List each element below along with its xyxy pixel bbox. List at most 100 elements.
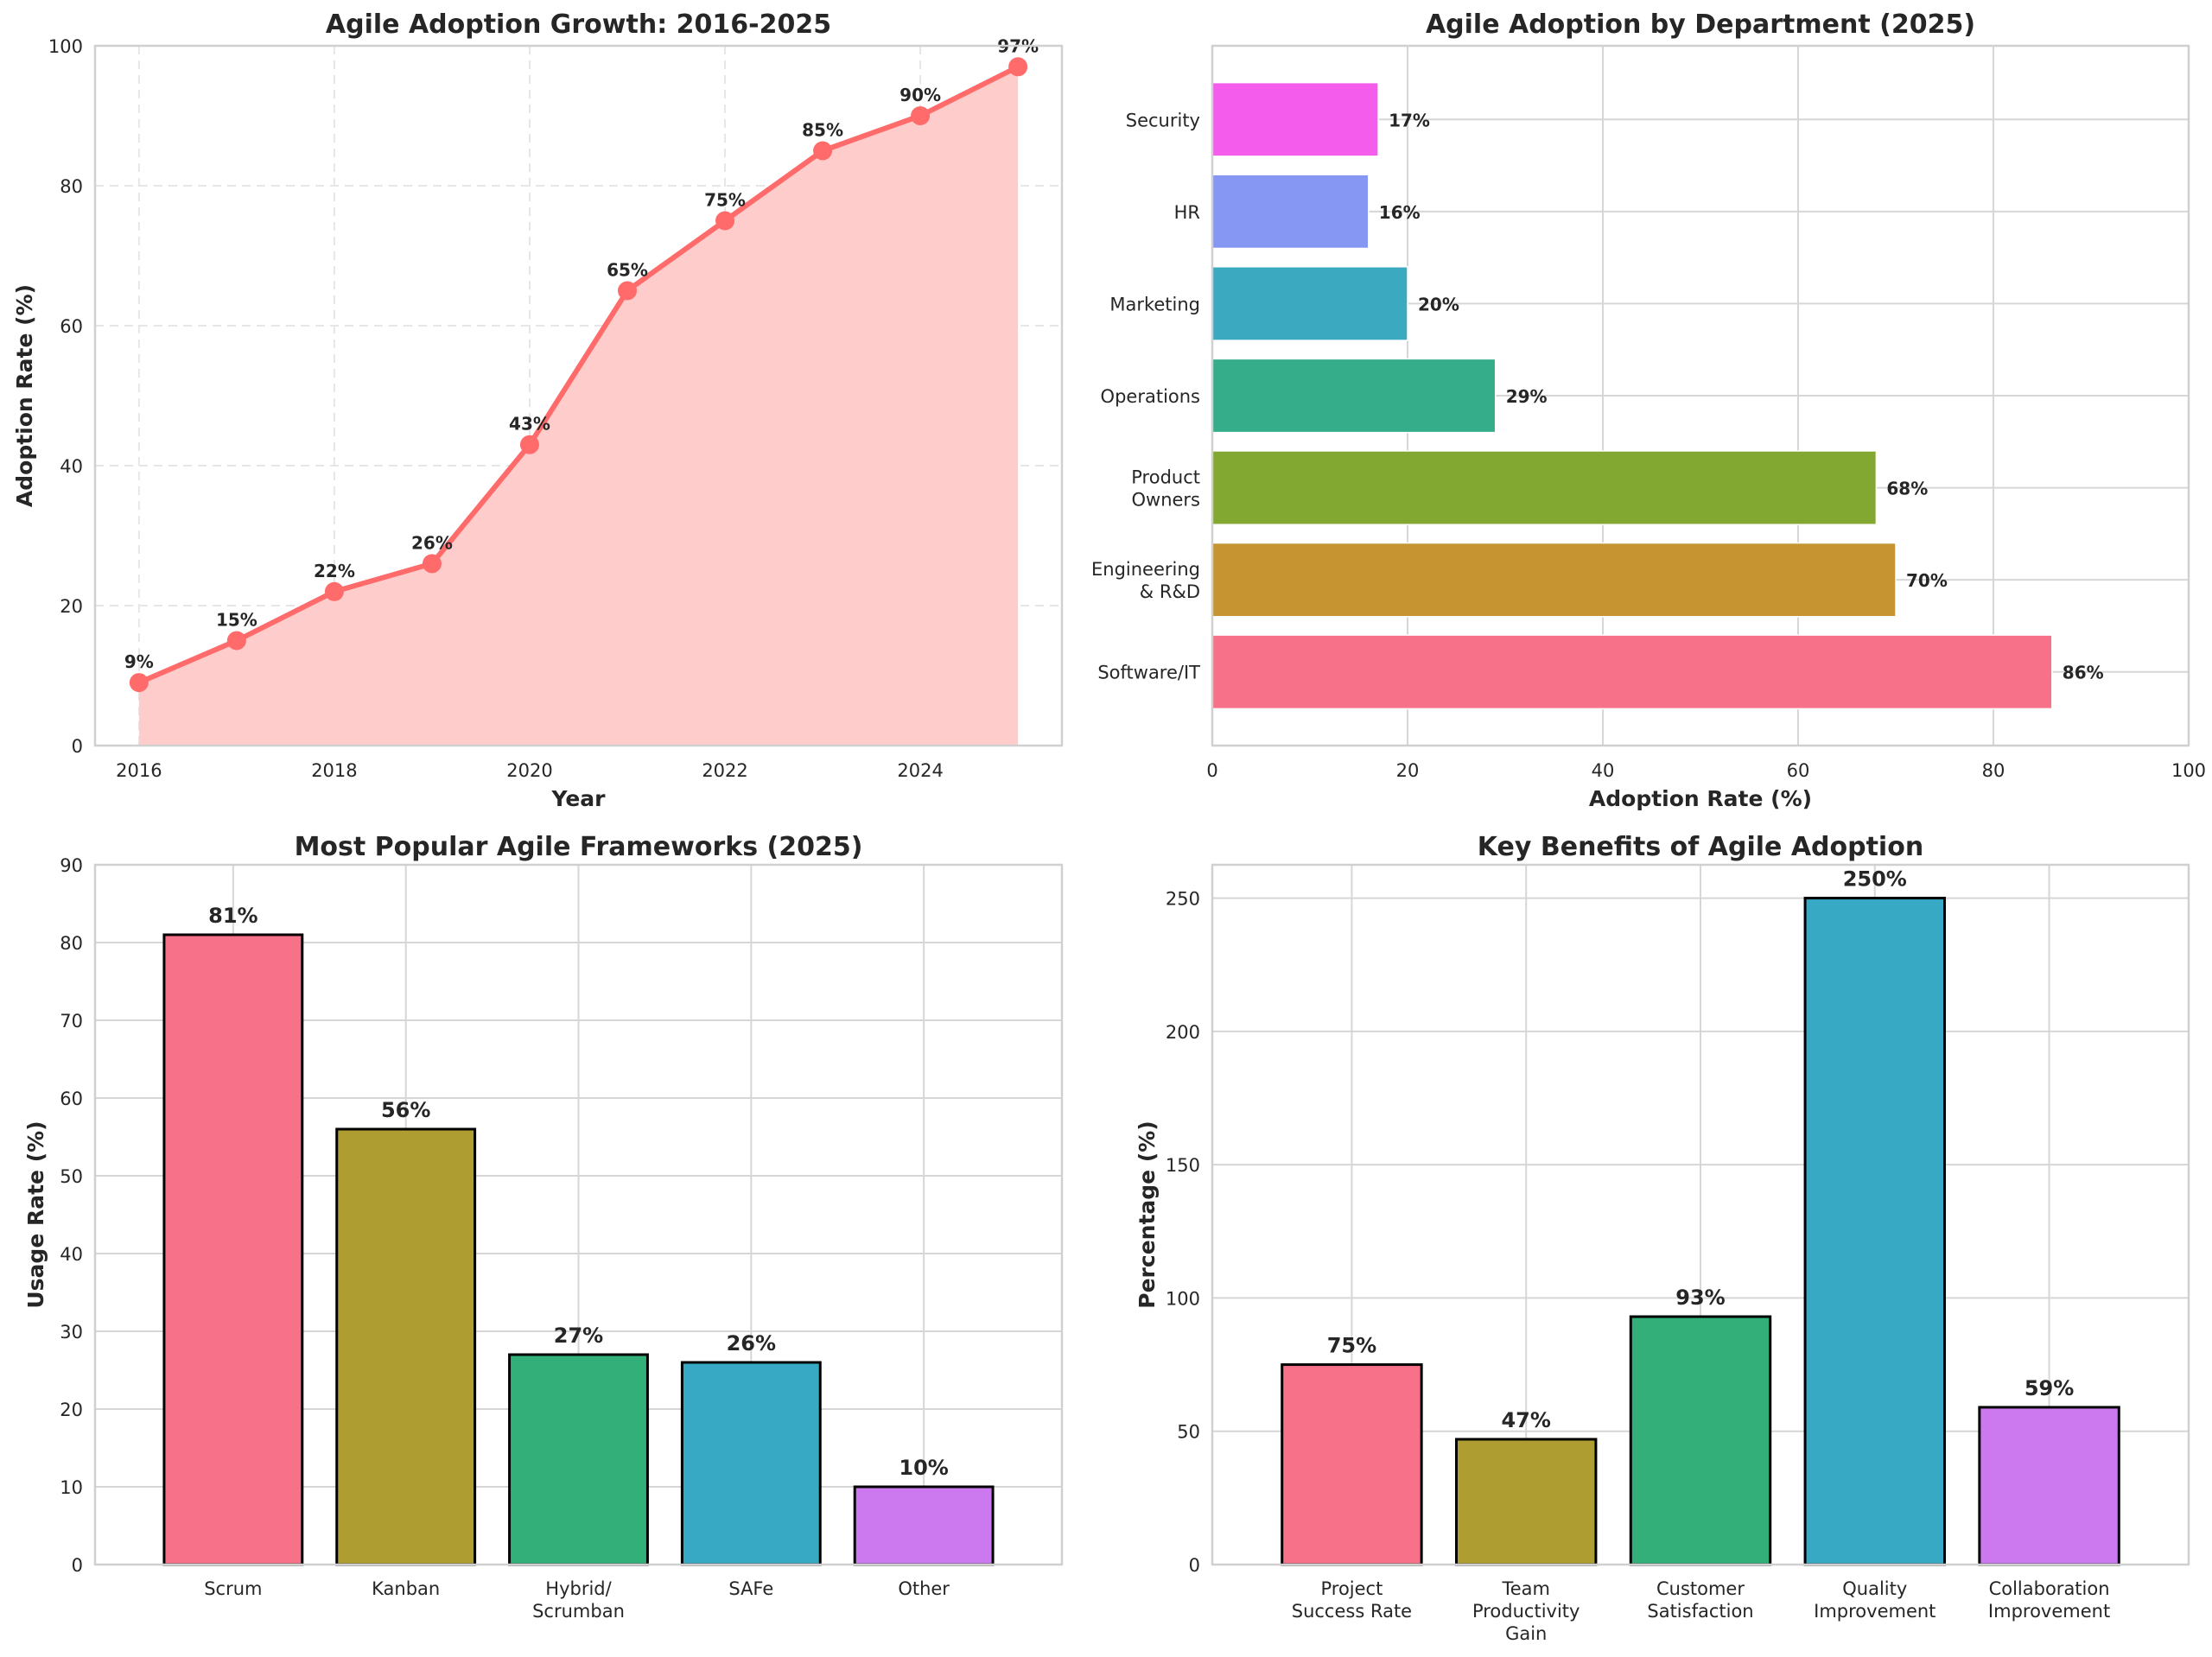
growth-x-tick-label: 2020 xyxy=(506,760,552,781)
growth-area-fill xyxy=(138,67,1019,746)
growth-point xyxy=(715,211,735,231)
growth-y-tick-label: 80 xyxy=(60,176,83,197)
frameworks-bar xyxy=(335,1127,477,1566)
department-axes-frame xyxy=(1211,44,2190,747)
growth-data-label: 90% xyxy=(899,85,941,105)
growth-marks: 9%15%22%26%43%65%75%85%90%97% xyxy=(124,35,1039,746)
benefits-y-tick-label: 250 xyxy=(1166,889,1200,910)
frameworks-data-label: 27% xyxy=(554,1324,603,1348)
frameworks-x-tick-label: SAFe xyxy=(728,1578,773,1599)
frameworks-data-label: 26% xyxy=(727,1331,776,1355)
frameworks-bar xyxy=(162,933,304,1566)
growth-data-label: 26% xyxy=(411,532,453,553)
department-bar xyxy=(1211,450,1878,525)
department-x-tick-label: 80 xyxy=(1982,760,2005,781)
growth-x-tick-label: 2016 xyxy=(116,760,162,781)
growth-tick-labels: 2016 2018 2020 2022 2024 0 20 40 60 80 100 xyxy=(48,36,944,781)
frameworks-chart-title: Most Popular Agile Frameworks (2025) xyxy=(295,832,863,862)
benefits-marks: 75% 47% 93% 250% 59% xyxy=(1281,867,2120,1566)
growth-y-tick-label: 0 xyxy=(72,736,83,757)
growth-point xyxy=(422,554,442,574)
benefits-data-label: 47% xyxy=(1501,1408,1550,1432)
growth-y-tick-label: 40 xyxy=(60,456,83,477)
department-bar xyxy=(1211,634,2053,710)
department-data-label: 86% xyxy=(2063,663,2104,683)
frameworks-bar xyxy=(508,1353,649,1566)
department-x-tick-label: 100 xyxy=(2171,760,2206,781)
frameworks-y-tick-label: 50 xyxy=(60,1166,83,1187)
growth-data-label: 65% xyxy=(607,260,648,281)
benefits-data-label: 59% xyxy=(2024,1376,2074,1400)
frameworks-x-tick-label: Hybrid/Scrumban xyxy=(532,1578,625,1622)
benefits-data-label: 250% xyxy=(1843,867,1907,892)
benefits-x-tick-label: Quality Improvement xyxy=(1814,1578,1936,1622)
growth-data-label: 85% xyxy=(802,120,843,141)
department-data-label: 70% xyxy=(1906,570,1948,591)
department-data-label: 17% xyxy=(1389,110,1430,130)
growth-point xyxy=(226,631,246,651)
growth-point xyxy=(324,581,344,601)
benefits-x-tick-label: Project Success Rate xyxy=(1292,1578,1412,1622)
department-marks: 86% 70% 68% 29% 20% 16% 17% xyxy=(1211,81,2104,710)
frameworks-marks: 81% 56% 27% 26% 10% xyxy=(162,904,995,1566)
department-chart-panel: Agile Adoption by Department (2025) 86% 7… xyxy=(1091,10,2206,811)
benefits-bar xyxy=(1455,1438,1598,1566)
department-data-label: 20% xyxy=(1418,294,1459,314)
benefits-y-tick-label: 150 xyxy=(1166,1155,1200,1176)
department-bar xyxy=(1211,358,1497,434)
growth-axes-frame xyxy=(93,44,1064,747)
department-bar xyxy=(1211,542,1897,618)
benefits-x-tick-label: Customer Satisfaction xyxy=(1647,1578,1753,1622)
growth-x-tick-label: 2022 xyxy=(702,760,747,781)
growth-point xyxy=(911,106,931,125)
frameworks-y-tick-label: 90 xyxy=(60,855,83,876)
frameworks-x-tick-label: Other xyxy=(898,1578,950,1599)
frameworks-bar xyxy=(680,1361,822,1566)
benefits-tick-labels: 0 50 100 150 200 250 Project Success Rate Team Pr… xyxy=(1166,889,2110,1644)
benefits-chart-panel: Key Benefits of Agile Adoption 75% 47% 93%… xyxy=(1135,832,2190,1644)
department-x-tick-label: 0 xyxy=(1206,760,1217,781)
growth-y-tick-label: 60 xyxy=(60,316,83,337)
growth-point xyxy=(813,141,833,161)
benefits-y-tick-label: 0 xyxy=(1189,1555,1200,1576)
frameworks-x-tick-label: Kanban xyxy=(372,1578,440,1599)
benefits-y-tick-label: 100 xyxy=(1166,1288,1200,1309)
department-bar xyxy=(1211,174,1370,250)
department-y-tick-label: Marketing xyxy=(1109,294,1200,314)
department-y-tick-label: Software/IT xyxy=(1097,663,1200,683)
growth-point xyxy=(1008,57,1028,77)
growth-chart-panel: Agile Adoption Growth: 2016-2025 9% 15% 22… xyxy=(12,10,1064,811)
frameworks-data-label: 10% xyxy=(899,1456,948,1480)
benefits-axes-frame xyxy=(1211,863,2190,1566)
department-data-label: 29% xyxy=(1506,386,1548,407)
frameworks-y-tick-label: 80 xyxy=(60,933,83,954)
growth-line xyxy=(137,64,1020,685)
benefits-bar xyxy=(1978,1406,2120,1566)
department-y-tick-label: Engineering & R&D xyxy=(1091,559,1200,602)
growth-point xyxy=(618,281,638,301)
benefits-data-label: 75% xyxy=(1327,1334,1376,1358)
frameworks-y-tick-label: 60 xyxy=(60,1089,83,1109)
department-bar xyxy=(1211,266,1408,341)
frameworks-chart-panel: Most Popular Agile Frameworks (2025) 81%… xyxy=(23,832,1064,1622)
department-data-label: 16% xyxy=(1379,202,1421,223)
frameworks-y-tick-label: 10 xyxy=(60,1477,83,1498)
department-x-tick-label: 60 xyxy=(1787,760,1810,781)
department-y-tick-label: Product Owners xyxy=(1131,467,1200,511)
benefits-y-tick-label: 200 xyxy=(1166,1022,1200,1043)
growth-data-label: 75% xyxy=(704,190,746,211)
department-data-label: 68% xyxy=(1886,479,1928,499)
benefits-bar xyxy=(1803,897,1947,1566)
benefits-x-tick-label: Collaboration Improvement xyxy=(1988,1578,2110,1622)
department-x-tick-label: 40 xyxy=(1592,760,1615,781)
frameworks-y-tick-label: 30 xyxy=(60,1322,83,1343)
department-chart-title: Agile Adoption by Department (2025) xyxy=(1426,10,1975,40)
growth-point xyxy=(519,435,539,454)
benefits-y-axis-label: Percentage (%) xyxy=(1135,1121,1160,1308)
frameworks-tick-labels: 0 10 20 30 40 50 60 70 80 90 Scrum Kanban Hybrid/Scr… xyxy=(60,855,950,1622)
department-bar xyxy=(1211,81,1379,157)
frameworks-x-tick-label: Scrum xyxy=(204,1578,262,1599)
department-y-tick-label: HR xyxy=(1174,202,1200,223)
growth-y-axis-label: Adoption Rate (%) xyxy=(12,284,37,507)
